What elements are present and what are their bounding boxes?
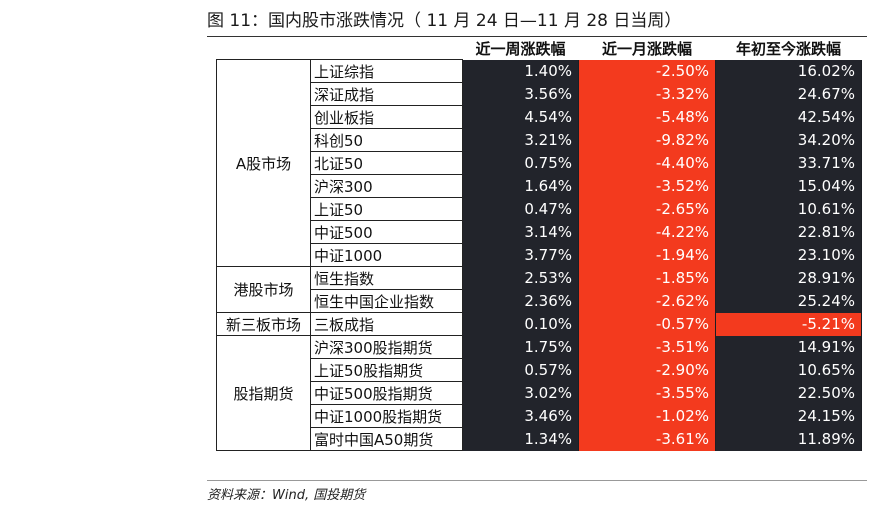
month-change-cell: -2.62% bbox=[578, 289, 716, 313]
ytd-change-cell: 14.91% bbox=[715, 335, 862, 359]
week-change-cell: 2.53% bbox=[462, 266, 579, 290]
ytd-change-cell: 22.81% bbox=[715, 220, 862, 244]
week-change-cell: 0.10% bbox=[462, 312, 579, 336]
market-performance-table: 近一周涨跌幅 近一月涨跌幅 年初至今涨跌幅 A股市场 上证综指 1.40% -2.50… bbox=[216, 37, 862, 451]
ytd-change-cell: 25.24% bbox=[715, 289, 862, 313]
header-index bbox=[310, 37, 463, 60]
week-change-cell: 1.75% bbox=[462, 335, 579, 359]
ytd-change-cell: 16.02% bbox=[715, 59, 862, 83]
month-change-cell: -9.82% bbox=[578, 128, 716, 152]
ytd-change-cell: 11.89% bbox=[715, 427, 862, 451]
table-body: A股市场 上证综指 1.40% -2.50% 16.02% 深证成指 3.56% -3.32%… bbox=[216, 59, 862, 451]
week-change-cell: 0.75% bbox=[462, 151, 579, 175]
index-name: 深证成指 bbox=[310, 82, 463, 106]
month-change-cell: -2.50% bbox=[578, 59, 716, 83]
month-change-cell: -3.51% bbox=[578, 335, 716, 359]
table-row: A股市场 上证综指 1.40% -2.50% 16.02% bbox=[216, 59, 862, 267]
table-row: 恒生中国企业指数 2.36% -2.62% 25.24% bbox=[217, 289, 862, 313]
table-row: 股指期货 沪深300股指期货 1.75% -3.51% 14.91% bbox=[216, 335, 862, 451]
ytd-change-cell: 10.61% bbox=[715, 197, 862, 221]
ytd-change-cell: 28.91% bbox=[715, 266, 862, 290]
month-change-cell: -2.65% bbox=[578, 197, 716, 221]
month-change-cell: -4.22% bbox=[578, 220, 716, 244]
week-change-cell: 1.34% bbox=[462, 427, 579, 451]
week-change-cell: 3.21% bbox=[462, 128, 579, 152]
week-change-cell: 0.47% bbox=[462, 197, 579, 221]
week-change-cell: 3.56% bbox=[462, 82, 579, 106]
table-row: 北证50 0.75% -4.40% 33.71% bbox=[217, 151, 862, 175]
index-name: 恒生指数 bbox=[310, 266, 463, 290]
table-row: 上证50股指期货 0.57% -2.90% 10.65% bbox=[217, 358, 862, 382]
index-name: 上证50 bbox=[310, 197, 463, 221]
ytd-change-cell: 33.71% bbox=[715, 151, 862, 175]
month-change-cell: -2.90% bbox=[578, 358, 716, 382]
month-change-cell: -3.55% bbox=[578, 381, 716, 405]
ytd-change-cell: 15.04% bbox=[715, 174, 862, 198]
table-row: 新三板市场 三板成指 0.10% -0.57% -5.21% bbox=[216, 312, 862, 336]
month-change-cell: -3.61% bbox=[578, 427, 716, 451]
table-row: 沪深300 1.64% -3.52% 15.04% bbox=[217, 174, 862, 198]
ytd-change-cell: 34.20% bbox=[715, 128, 862, 152]
index-name: 三板成指 bbox=[310, 312, 463, 336]
header-month-change: 近一月涨跌幅 bbox=[578, 37, 716, 60]
table-row: 富时中国A50期货 1.34% -3.61% 11.89% bbox=[217, 427, 862, 451]
index-name: 中证1000 bbox=[310, 243, 463, 267]
month-change-cell: -5.48% bbox=[578, 105, 716, 129]
index-name: 中证500 bbox=[310, 220, 463, 244]
group-label: 新三板市场 bbox=[216, 312, 311, 336]
table-row: 港股市场 恒生指数 2.53% -1.85% 28.91% bbox=[216, 266, 862, 313]
header-group bbox=[216, 37, 311, 60]
ytd-change-cell: 22.50% bbox=[715, 381, 862, 405]
index-name: 北证50 bbox=[310, 151, 463, 175]
ytd-change-cell: 24.15% bbox=[715, 404, 862, 428]
table-row: 科创50 3.21% -9.82% 34.20% bbox=[217, 128, 862, 152]
month-change-cell: -3.52% bbox=[578, 174, 716, 198]
week-change-cell: 0.57% bbox=[462, 358, 579, 382]
month-change-cell: -1.85% bbox=[578, 266, 716, 290]
week-change-cell: 3.02% bbox=[462, 381, 579, 405]
week-change-cell: 3.46% bbox=[462, 404, 579, 428]
ytd-change-cell: -5.21% bbox=[715, 312, 862, 336]
group-label: A股市场 bbox=[216, 59, 311, 267]
index-name: 沪深300 bbox=[310, 174, 463, 198]
week-change-cell: 2.36% bbox=[462, 289, 579, 313]
index-name: 创业板指 bbox=[310, 105, 463, 129]
month-change-cell: -1.94% bbox=[578, 243, 716, 267]
ytd-change-cell: 42.54% bbox=[715, 105, 862, 129]
index-name: 中证1000股指期货 bbox=[310, 404, 463, 428]
table-row: 中证500 3.14% -4.22% 22.81% bbox=[217, 220, 862, 244]
index-name: 恒生中国企业指数 bbox=[310, 289, 463, 313]
week-change-cell: 3.14% bbox=[462, 220, 579, 244]
index-name: 沪深300股指期货 bbox=[310, 335, 463, 359]
header-week-change: 近一周涨跌幅 bbox=[462, 37, 579, 60]
table-row: 深证成指 3.56% -3.32% 24.67% bbox=[217, 82, 862, 106]
index-name: 中证500股指期货 bbox=[310, 381, 463, 405]
ytd-change-cell: 23.10% bbox=[715, 243, 862, 267]
month-change-cell: -0.57% bbox=[578, 312, 716, 336]
figure-title: 图 11：国内股市涨跌情况（ 11 月 24 日—11 月 28 日当周） bbox=[207, 8, 867, 37]
index-name: 上证综指 bbox=[310, 59, 463, 83]
week-change-cell: 1.64% bbox=[462, 174, 579, 198]
month-change-cell: -3.32% bbox=[578, 82, 716, 106]
header-ytd-change: 年初至今涨跌幅 bbox=[715, 37, 862, 60]
week-change-cell: 4.54% bbox=[462, 105, 579, 129]
week-change-cell: 3.77% bbox=[462, 243, 579, 267]
group-label: 股指期货 bbox=[216, 335, 311, 451]
header-row: 近一周涨跌幅 近一月涨跌幅 年初至今涨跌幅 bbox=[216, 37, 862, 60]
table-row: 中证1000股指期货 3.46% -1.02% 24.15% bbox=[217, 404, 862, 428]
table-row: 中证500股指期货 3.02% -3.55% 22.50% bbox=[217, 381, 862, 405]
table-row: 上证50 0.47% -2.65% 10.61% bbox=[217, 197, 862, 221]
table-row: 创业板指 4.54% -5.48% 42.54% bbox=[217, 105, 862, 129]
ytd-change-cell: 10.65% bbox=[715, 358, 862, 382]
source-note: 资料来源：Wind, 国投期货 bbox=[207, 480, 867, 503]
index-name: 上证50股指期货 bbox=[310, 358, 463, 382]
week-change-cell: 1.40% bbox=[462, 59, 579, 83]
table-row: 中证1000 3.77% -1.94% 23.10% bbox=[217, 243, 862, 267]
month-change-cell: -1.02% bbox=[578, 404, 716, 428]
index-name: 富时中国A50期货 bbox=[310, 427, 463, 451]
index-name: 科创50 bbox=[310, 128, 463, 152]
ytd-change-cell: 24.67% bbox=[715, 82, 862, 106]
group-label: 港股市场 bbox=[216, 266, 311, 313]
month-change-cell: -4.40% bbox=[578, 151, 716, 175]
